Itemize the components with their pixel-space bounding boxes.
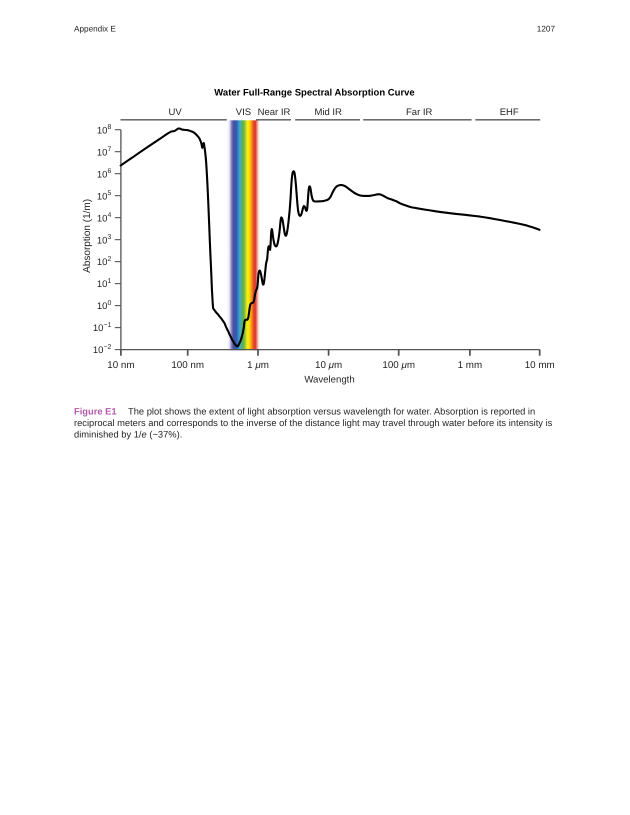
svg-text:10 mm: 10 mm	[525, 360, 555, 371]
svg-text:diminished by 1/e (~37%).: diminished by 1/e (~37%).	[74, 430, 182, 440]
svg-text:VIS: VIS	[236, 107, 251, 118]
svg-text:Absorption (1/m): Absorption (1/m)	[82, 199, 93, 273]
svg-text:Water Full-Range Spectral Abso: Water Full-Range Spectral Absorption Cur…	[214, 87, 414, 98]
svg-text:1 mm: 1 mm	[458, 360, 483, 371]
svg-text:Mid IR: Mid IR	[314, 107, 342, 118]
svg-text:Appendix E: Appendix E	[74, 25, 116, 34]
svg-text:UV: UV	[168, 107, 182, 118]
svg-text:100 nm: 100 nm	[171, 360, 204, 371]
svg-text:Near IR: Near IR	[258, 107, 291, 118]
svg-text:10 μm: 10 μm	[315, 360, 342, 371]
svg-text:EHF: EHF	[500, 107, 519, 118]
svg-text:100 μm: 100 μm	[382, 360, 415, 371]
svg-text:1207: 1207	[537, 25, 556, 34]
svg-text:Wavelength: Wavelength	[304, 375, 354, 386]
svg-text:10 nm: 10 nm	[107, 360, 134, 371]
svg-text:reciprocal meters and correspo: reciprocal meters and corresponds to the…	[74, 418, 553, 428]
svg-text:Far IR: Far IR	[406, 107, 433, 118]
svg-text:1 μm: 1 μm	[247, 360, 269, 371]
